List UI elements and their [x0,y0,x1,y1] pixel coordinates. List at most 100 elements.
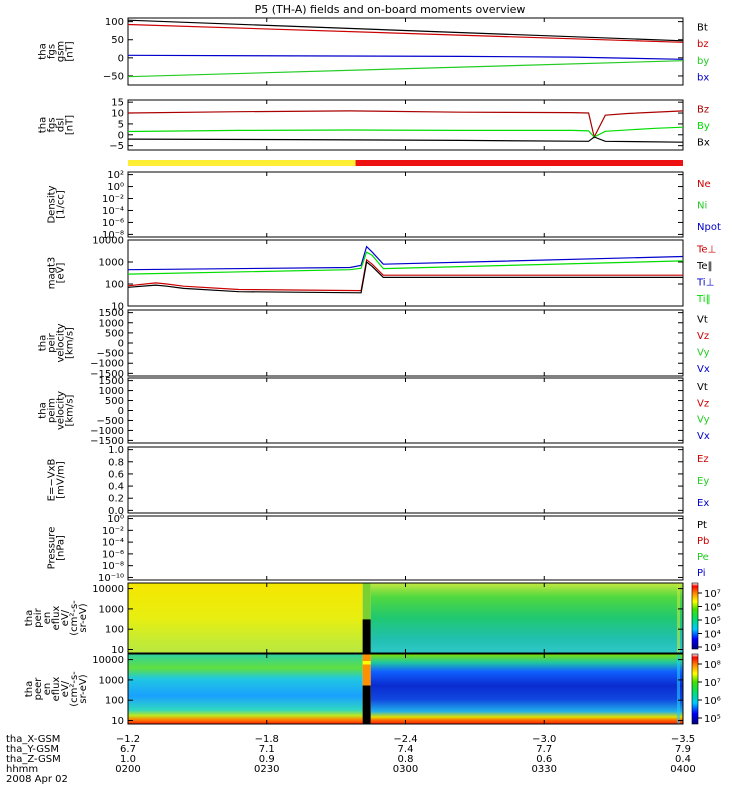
series-Ti‖ [127,251,684,275]
y-tick-label: 10⁰ [107,514,124,525]
spectrogram-edge [677,654,680,724]
x-row-label: hhmm [6,764,38,775]
data-gap [362,619,371,653]
y-tick-label: 10⁻² [102,194,124,205]
y-axis-label: E=−VxB[mV/m] [47,459,67,502]
x-value-label: −2.4 [393,734,417,745]
colorbar-tick-label: 10⁷ [704,678,721,689]
panel-frame [127,17,684,86]
y-axis-label-line: [nPa] [56,535,67,561]
legend-bx: bx [697,73,709,84]
x-value-label: 7.4 [398,744,414,755]
y-tick-label: 1500 [99,308,124,319]
legend-Pe: Pe [697,552,709,563]
legend-Vz: Vz [697,331,709,342]
y-tick-label: 1000 [99,675,124,686]
legend-Bz: Bz [697,104,709,115]
x-value-label: 0200 [115,764,140,775]
y-axis-label-line: eflux [51,677,62,702]
y-tick-label: 10⁻⁴ [102,538,124,549]
x-value-label: −1.2 [116,734,140,745]
y-tick-label: −1500 [90,369,124,380]
y-axis-label-line: gsm [56,41,67,62]
y-tick-label: −1000 [90,426,124,437]
y-axis-label-line: tha [38,117,49,133]
y-axis-label-line: magt3 [47,257,58,290]
legend-Ti⊥: Ti⊥ [696,277,714,288]
y-axis-label-line: sr-eV) [78,603,89,632]
y-axis-label-line: velocity [56,391,67,430]
panel-frame [127,446,684,514]
colorbar-tick-label: 10³ [704,643,721,654]
x-value-label: 7.7 [536,744,552,755]
colorbar-tick-label: 10⁶ [704,603,721,614]
y-axis-label-line: velocity [56,323,67,362]
y-tick-label: 10 [111,645,124,656]
y-tick-label: 10 [111,109,124,120]
y-tick-label: 0 [118,53,124,64]
series-by [127,60,684,78]
y-axis-label-line: tha [38,335,49,351]
colorbar-tick-label: 10⁷ [704,589,721,600]
y-tick-label: 10000 [92,655,124,666]
y-tick-label: 10⁻⁴ [102,206,124,217]
y-axis-label-line: eV/ [60,609,71,626]
y-tick-label: 1.0 [108,445,124,456]
y-tick-label: 10000 [92,584,124,595]
y-tick-label: 0.6 [108,469,124,480]
y-tick-label: 1000 [99,604,124,615]
colorbar-tick-label: 10⁵ [704,714,721,725]
x-value-label: −3.5 [671,734,695,745]
legend-Bt: Bt [697,22,708,33]
series-Te⊥ [127,258,683,292]
colorbar-ticks: 10⁷ 10⁶ 10⁵ 10⁴ 10³ 10⁸ 10⁷ 10⁶ 10⁵ [698,589,721,725]
legend-Vt: Vt [697,314,708,325]
x-value-label: 7.1 [259,744,275,755]
y-axis-label: magt3[eV] [47,257,67,290]
legend-Ex: Ex [697,498,709,509]
y-axis-label-line: (cm²-s- [69,600,80,636]
y-axis-label-line: [nT] [65,115,76,135]
legend-Ey: Ey [697,476,709,487]
y-tick-label: 1500 [99,376,124,387]
legend-Ne: Ne [697,179,711,190]
panel-mode_bar [128,160,683,166]
panel-frame [127,309,684,377]
y-axis-label-line: eflux [51,606,62,631]
y-axis-label: thafgsgsm[nT] [38,41,76,62]
y-axis-label-line: E=−VxB [47,459,58,502]
y-tick-label: 0.4 [108,482,124,493]
legend-Vy: Vy [697,347,710,358]
y-tick-label: 100 [105,280,124,291]
legend-Pb: Pb [697,536,709,547]
series-Te‖ [127,260,683,294]
y-axis-label: thapeerenefluxeV/(cm²-s-sr-eV) [24,671,89,707]
y-tick-label: 50 [111,35,124,46]
panel-fgs_gsm: 100 50 0 −50 thafgsgsm[nT] Bt bz by bx [38,17,709,86]
electron-colorbar [691,653,699,725]
y-tick-label: 10⁻¹⁰ [98,573,124,584]
x-value-label: 0.8 [398,754,414,765]
series-By [127,126,684,138]
x-row-label: tha_Y-GSM [6,744,59,755]
legend-By: By [697,121,710,132]
colorbar-tick-label: 10⁶ [704,696,721,707]
ion-colorbar [691,582,699,650]
y-tick-label: 0.0 [108,506,124,517]
legend-Bx: Bx [697,138,710,149]
x-value-label: 0.4 [675,754,691,765]
y-axis-label-line: peir [47,332,58,352]
series-Ti⊥ [127,245,684,271]
panel-peir_ion: 10000 1000 100 10 thapeirenefluxeV/(cm²-s-sr… [24,582,684,656]
y-axis-label-line: fgs [47,44,58,59]
y-axis-label-line: en [42,683,53,696]
spectrogram-edge [677,583,680,653]
y-tick-label: 10 [111,302,124,313]
y-axis-label-line: dsl [56,118,67,132]
mode-bar-segment [128,160,356,166]
legend-Te‖: Te‖ [696,261,713,272]
y-tick-label: −500 [97,416,124,427]
legend-Npot: Npot [697,222,721,233]
